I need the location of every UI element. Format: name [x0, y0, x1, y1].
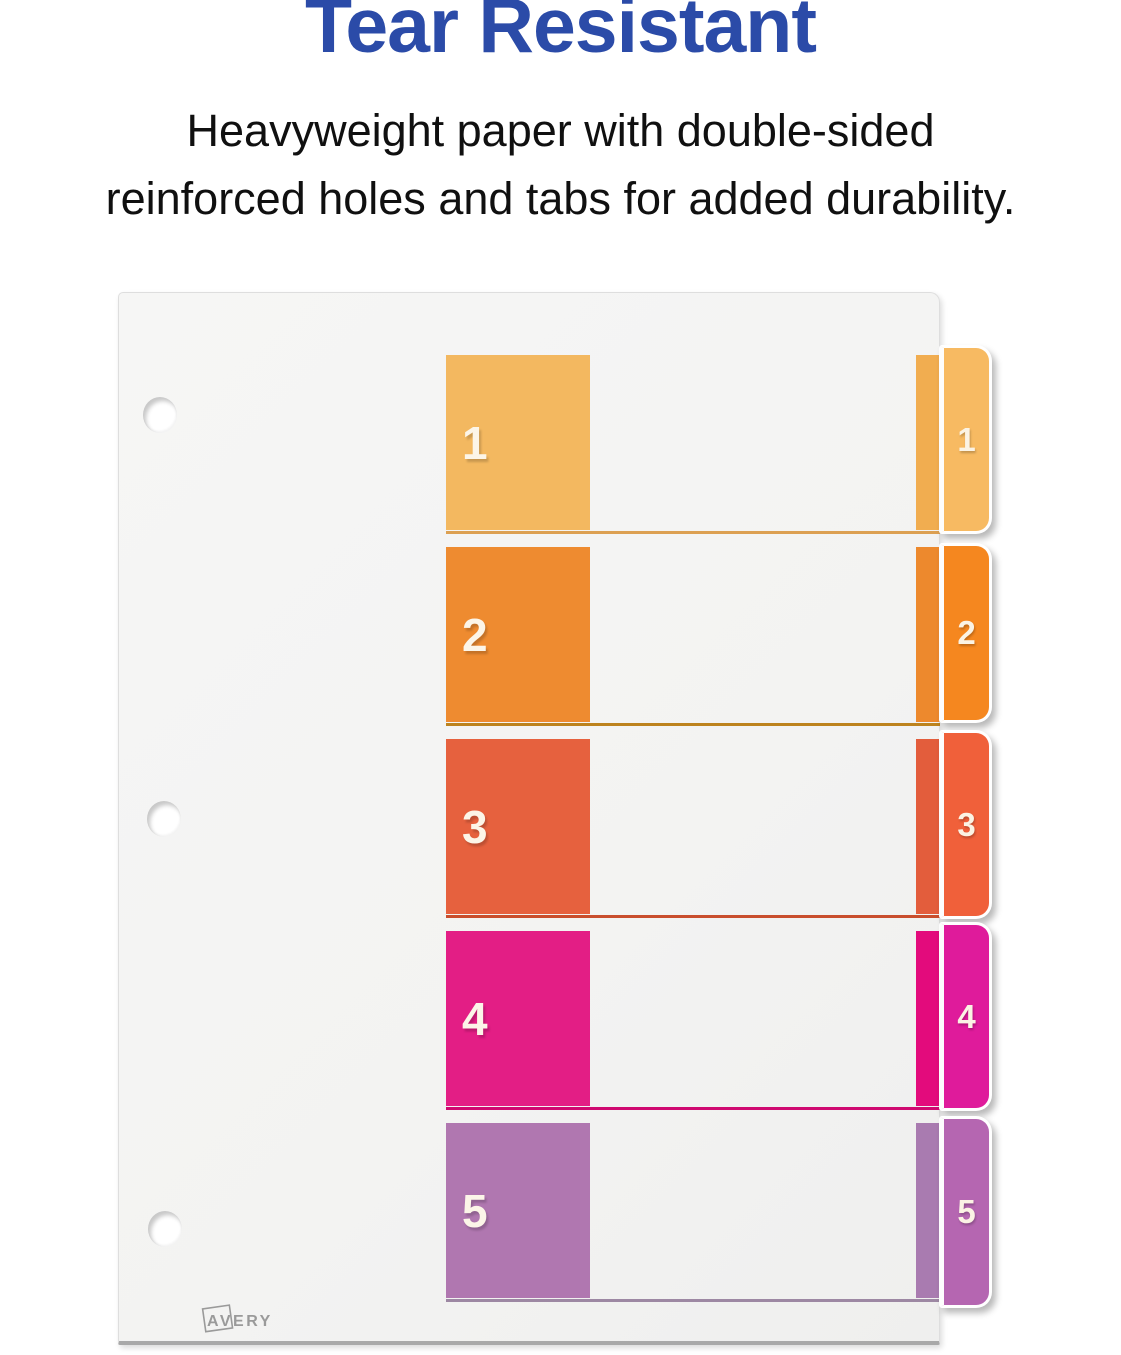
row-rule-1	[446, 531, 940, 534]
index-tab-2: 2	[939, 543, 992, 723]
row-rule-3	[446, 915, 940, 918]
index-tab-3-number: 3	[957, 805, 976, 843]
row-rule-2	[446, 723, 940, 726]
edge-strip-1	[916, 355, 940, 530]
avery-logo-text: AVERY	[207, 1313, 273, 1330]
edge-strip-4	[916, 931, 940, 1106]
subheadline-line2: reinforced holes and tabs for added dura…	[105, 173, 1016, 224]
index-tab-4-number: 4	[957, 997, 976, 1035]
toc-block-5: 5	[446, 1123, 590, 1298]
index-tab-5-number: 5	[957, 1193, 976, 1230]
divider-sheet: 1 2 3 4 5 AVERY	[118, 292, 940, 1345]
index-tab-1: 1	[939, 345, 992, 534]
toc-block-1-number: 1	[462, 416, 488, 469]
index-tab-5: 5	[939, 1116, 992, 1308]
row-rule-4	[446, 1107, 940, 1110]
punch-hole-middle	[147, 801, 181, 837]
row-rule-5	[446, 1299, 940, 1302]
edge-strip-5	[916, 1123, 940, 1298]
edge-strip-2	[916, 547, 940, 722]
toc-block-1: 1	[446, 355, 590, 530]
toc-block-3-number: 3	[462, 800, 488, 853]
toc-block-4: 4	[446, 931, 590, 1106]
index-tab-3: 3	[939, 730, 992, 919]
subheadline-line1: Heavyweight paper with double-sided	[186, 105, 935, 156]
toc-block-2: 2	[446, 547, 590, 722]
headline-title: Tear Resistant	[305, 0, 817, 69]
toc-block-3: 3	[446, 739, 590, 914]
edge-strip-3	[916, 739, 940, 914]
index-tab-2-number: 2	[957, 614, 976, 651]
toc-block-5-number: 5	[462, 1184, 488, 1237]
toc-block-2-number: 2	[462, 608, 488, 661]
index-tab-4: 4	[939, 922, 992, 1111]
avery-logo: AVERY	[201, 1304, 273, 1333]
punch-hole-bottom	[148, 1211, 182, 1247]
punch-hole-top	[143, 397, 177, 433]
index-tab-1-number: 1	[957, 420, 976, 458]
toc-block-4-number: 4	[462, 992, 488, 1045]
